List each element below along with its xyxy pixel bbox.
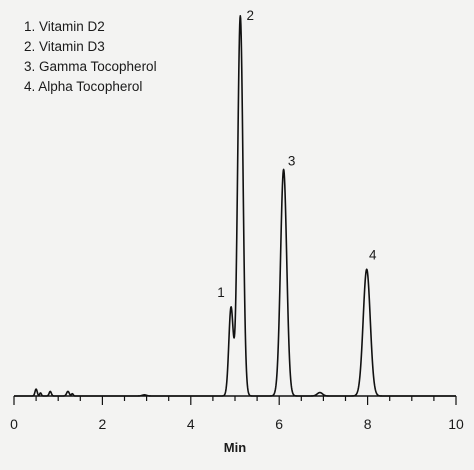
legend-entry-1: 1. Vitamin D2 <box>24 19 105 34</box>
peak-label-4: 4 <box>369 247 377 262</box>
peak-label-3: 3 <box>288 153 296 168</box>
x-axis-label: Min <box>224 440 246 455</box>
legend: 1. Vitamin D2 2. Vitamin D3 3. Gamma Tocop… <box>24 19 157 94</box>
legend-entry-3: 3. Gamma Tocopherol <box>24 59 157 74</box>
x-tick-label-0: 0 <box>10 416 18 432</box>
x-axis: 0 2 4 6 8 10 <box>10 395 464 432</box>
legend-entry-2: 2. Vitamin D3 <box>24 39 105 54</box>
x-tick-label-10: 10 <box>448 416 464 432</box>
x-tick-label-4: 4 <box>187 416 195 432</box>
peak-label-2: 2 <box>247 8 255 23</box>
peak-labels: 1 2 3 4 <box>217 8 377 300</box>
x-tick-label-6: 6 <box>275 416 283 432</box>
x-tick-label-8: 8 <box>364 416 372 432</box>
legend-entry-4: 4. Alpha Tocopherol <box>24 79 142 94</box>
x-tick-label-2: 2 <box>99 416 107 432</box>
peak-label-1: 1 <box>217 285 225 300</box>
